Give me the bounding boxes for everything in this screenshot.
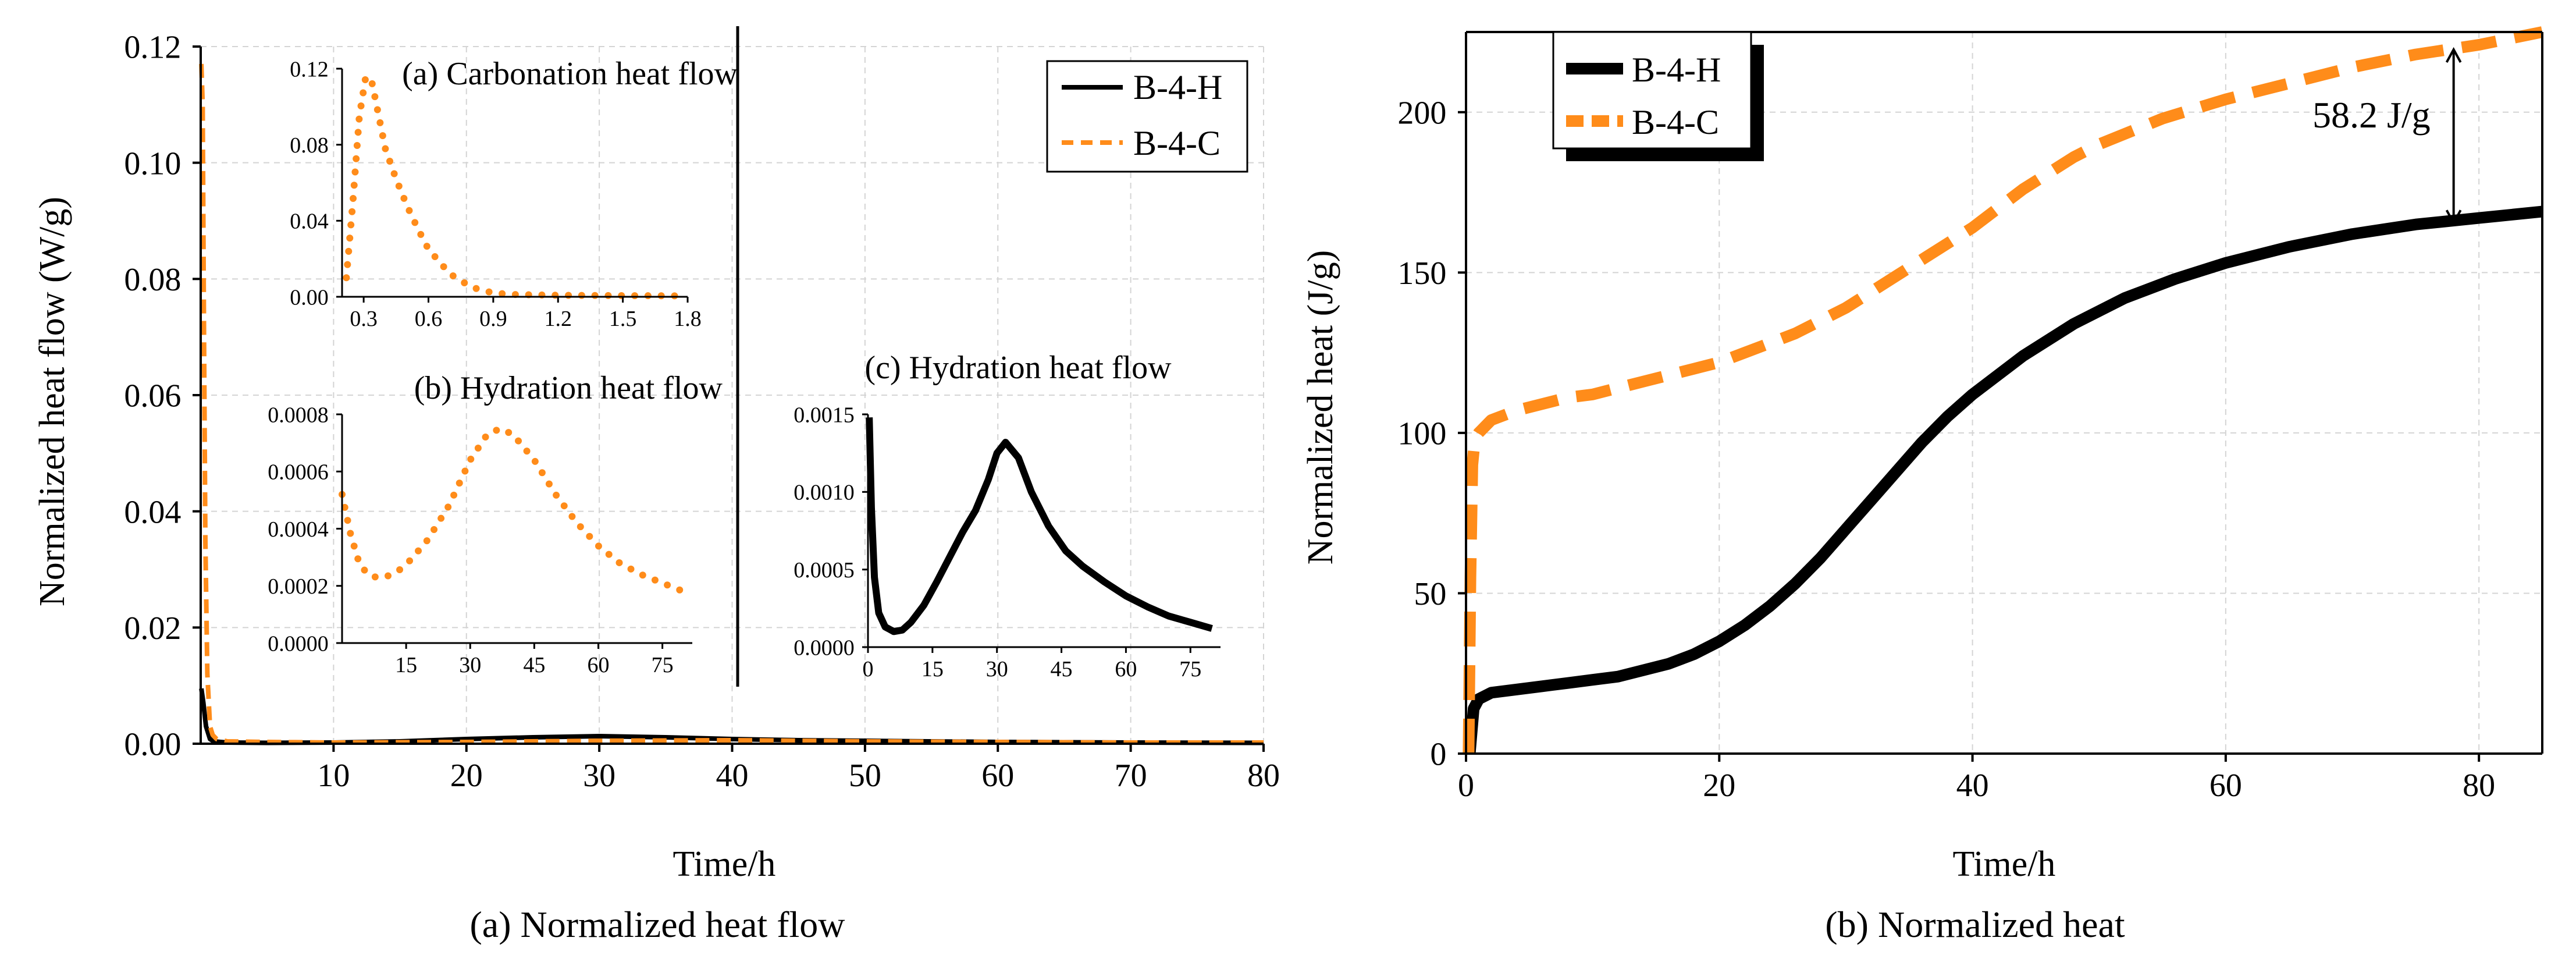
- inset-a-x-tick-label: 0.6: [415, 307, 443, 331]
- panel-a-y-tick-label: 0.02: [124, 610, 181, 647]
- inset-c-y-tick-label: 0.0010: [794, 481, 855, 505]
- legend-b-hydration-label: B-4-H: [1632, 51, 1721, 89]
- panel-b-y-tick-label: 150: [1397, 255, 1446, 292]
- difference-arrow-head-bottom: [2445, 209, 2462, 226]
- panel-b-y-label: Normalized heat (J/g): [1301, 250, 1340, 565]
- inset-c-series-b-4-h: [866, 417, 1213, 635]
- panel-a: 10 20 30 40 50 60 70 80 0.00 0.02 0.04 0.06 0.08 0.10…: [33, 26, 1280, 945]
- panel-b-caption: (b) Normalized heat: [1825, 904, 2125, 945]
- inset-c: 0 15 30 45 60 75 0.0000 0.0005 0.0010 0.0015: [794, 403, 1221, 681]
- heat-difference-label: 58.2 J/g: [2312, 94, 2431, 136]
- panel-a-y-tick-label: 0.08: [124, 262, 181, 298]
- panel-b-y-tick-label: 200: [1397, 95, 1446, 131]
- panel-b-x-tick-label: 40: [1956, 768, 1989, 804]
- inset-c-x-tick-label: 15: [921, 657, 944, 681]
- panel-a-x-tick-label: 60: [981, 758, 1014, 794]
- panel-a-y-tick-label: 0.10: [124, 145, 181, 182]
- inset-a-series-b-4-c: [343, 73, 681, 300]
- inset-c-x-tick-label: 45: [1051, 657, 1073, 681]
- panel-a-y-tick-label: 0.04: [124, 494, 181, 530]
- panel-b-y-tick-label: 0: [1430, 737, 1446, 773]
- legend-hydration-label: B-4-H: [1133, 68, 1222, 106]
- panel-a-series-b-4-h: [199, 688, 1264, 745]
- inset-c-y-tick-label: 0.0005: [794, 558, 855, 583]
- panel-b-series-b-4-c: [1463, 26, 2543, 754]
- inset-b-y-tick-label: 0.0008: [268, 403, 329, 427]
- legend-carbonation-label: B-4-C: [1133, 124, 1221, 162]
- panel-a-y-tick-label: 0.12: [124, 30, 181, 66]
- panel-a-y-label: Normalized heat flow (W/g): [33, 197, 72, 606]
- inset-b-y-tick-label: 0.0006: [268, 460, 329, 485]
- panel-a-series-b-4-c: [199, 63, 1264, 745]
- inset-a-y-tick-label: 0.08: [290, 133, 329, 158]
- panel-a-series: [199, 63, 1264, 745]
- inset-b-x-tick-label: 60: [587, 653, 609, 677]
- inset-a-y-tick-label: 0.00: [290, 285, 329, 310]
- panel-b-series-b-4-h: [1464, 205, 2543, 754]
- panel-b-x-tick-label: 80: [2463, 768, 2495, 804]
- inset-c-y-tick-label: 0.0000: [794, 635, 855, 660]
- panel-a-x-tick-label: 20: [450, 758, 483, 794]
- inset-a-x-tick-label: 1.2: [545, 307, 572, 331]
- panel-b-annotation: 58.2 J/g: [2312, 47, 2462, 226]
- panel-a-caption: (a) Normalized heat flow: [469, 904, 845, 945]
- inset-a-y-tick-label: 0.12: [290, 57, 329, 81]
- inset-a-x-tick-label: 1.5: [609, 307, 637, 331]
- inset-c-y-tick-label: 0.0015: [794, 403, 855, 427]
- panel-a-x-tick-label: 50: [849, 758, 881, 794]
- inset-c-x-tick-label: 30: [986, 657, 1008, 681]
- panel-a-x-tick-label: 70: [1115, 758, 1147, 794]
- panel-a-x-tick-label: 10: [317, 758, 350, 794]
- panel-b-series: [1463, 26, 2543, 754]
- inset-b-series-b-4-c: [339, 425, 688, 595]
- panel-a-x-tick-label: 30: [583, 758, 615, 794]
- inset-b-title: (b) Hydration heat flow: [414, 370, 723, 406]
- panel-b: 0 20 40 60 80 0 50 100 150 200 Time/h Normalized …: [1301, 26, 2543, 945]
- inset-a-title: (a) Carbonation heat flow: [402, 56, 738, 92]
- inset-b-x-tick-label: 30: [459, 653, 481, 677]
- legend-b-carbonation-label: B-4-C: [1632, 103, 1719, 141]
- inset-c-x-tick-label: 60: [1115, 657, 1137, 681]
- panel-b-x-tick-label: 0: [1458, 768, 1474, 804]
- inset-a-x-tick-label: 0.9: [479, 307, 507, 331]
- panel-a-legend: B-4-H B-4-C: [1046, 60, 1248, 173]
- inset-b-y-tick-label: 0.0000: [268, 631, 329, 656]
- panel-a-axes: 10 20 30 40 50 60 70 80 0.00 0.02 0.04 0.06 0.08 0.10…: [124, 30, 1280, 794]
- inset-c-x-tick-label: 0: [863, 657, 874, 681]
- panel-a-x-tick-label: 40: [716, 758, 749, 794]
- inset-b-y-tick-label: 0.0004: [268, 517, 329, 542]
- inset-c-x-tick-label: 75: [1179, 657, 1201, 681]
- inset-c-title: (c) Hydration heat flow: [864, 350, 1172, 386]
- inset-a-x-tick-label: 1.8: [674, 307, 702, 331]
- panel-a-y-tick-label: 0.00: [124, 727, 181, 763]
- panel-b-x-label: Time/h: [1953, 844, 2056, 884]
- inset-a: 0.3 0.6 0.9 1.2 1.5 1.8 0.00 0.04 0.08 0.12: [290, 57, 702, 331]
- panel-a-x-label: Time/h: [673, 844, 776, 884]
- inset-a-x-tick-label: 0.3: [350, 307, 378, 331]
- inset-b-x-tick-label: 75: [652, 653, 674, 677]
- inset-b-x-tick-label: 45: [523, 653, 545, 677]
- panel-b-y-tick-label: 100: [1397, 416, 1446, 452]
- panel-b-x-tick-label: 20: [1703, 768, 1735, 804]
- inset-a-y-tick-label: 0.04: [290, 209, 329, 234]
- panel-b-x-tick-label: 60: [2209, 768, 2242, 804]
- panel-a-x-tick-label: 80: [1247, 758, 1280, 794]
- panel-b-legend: B-4-H B-4-C: [1552, 31, 1764, 161]
- panel-b-y-tick-label: 50: [1414, 576, 1446, 612]
- difference-arrow-head-top: [2445, 47, 2462, 63]
- inset-b-x-tick-label: 15: [395, 653, 417, 677]
- panel-a-y-tick-label: 0.06: [124, 378, 181, 414]
- inset-b: 15 30 45 60 75 0.0000 0.0002 0.0004 0.0006 0.0008: [268, 403, 692, 677]
- inset-b-y-tick-label: 0.0002: [268, 574, 329, 599]
